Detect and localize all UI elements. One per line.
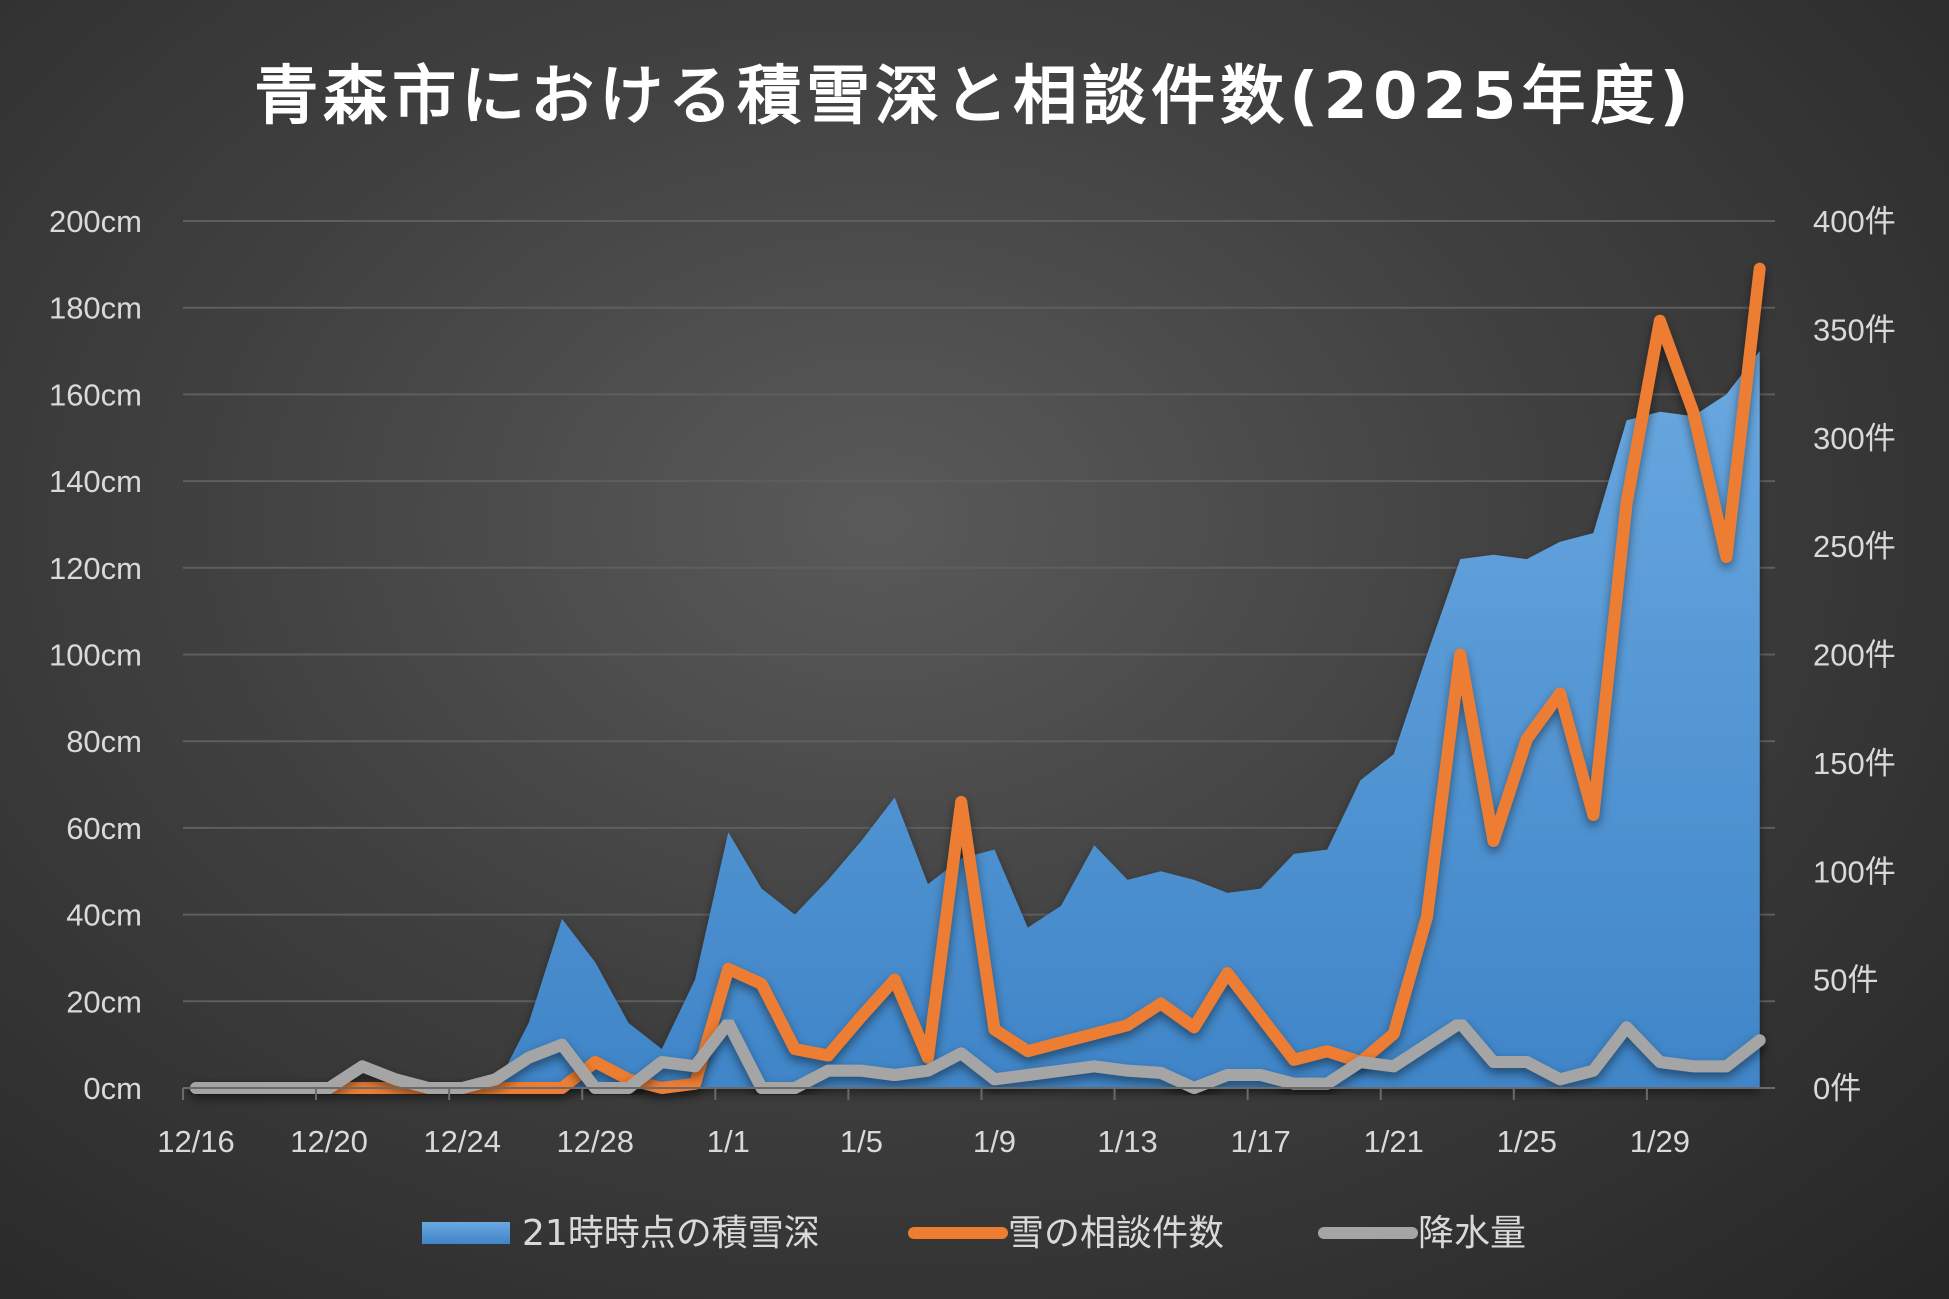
y-left-tick-label: 60cm (66, 811, 142, 846)
y-left-tick-label: 100cm (49, 638, 142, 673)
y-right-tick-label: 200件 (1813, 638, 1896, 673)
y-left-tick-label: 180cm (49, 291, 142, 326)
y-left-tick-label: 200cm (49, 204, 142, 239)
x-tick-label: 1/5 (840, 1124, 883, 1159)
x-tick-label: 1/13 (1097, 1124, 1157, 1159)
y-left-tick-label: 140cm (49, 464, 142, 499)
y-right-tick-label: 50件 (1813, 963, 1878, 998)
y-left-tick-label: 120cm (49, 551, 142, 586)
area-series-snow-depth (196, 351, 1760, 1088)
y-right-tick-label: 350件 (1813, 312, 1896, 347)
x-tick-label: 1/9 (973, 1124, 1016, 1159)
x-tick-label: 12/28 (556, 1124, 634, 1159)
legend-label: 降水量 (1418, 1213, 1526, 1254)
legend: 21時時点の積雪深 雪の相談件数 降水量 (422, 1213, 1526, 1254)
x-tick-label: 12/20 (290, 1124, 368, 1159)
x-tick-label: 1/17 (1230, 1124, 1290, 1159)
y-right-tick-label: 100件 (1813, 854, 1896, 889)
y-left-tick-label: 40cm (66, 898, 142, 933)
x-tick-label: 12/24 (423, 1124, 501, 1159)
legend-label: 21時時点の積雪深 (522, 1213, 820, 1254)
y-right-tick-label: 250件 (1813, 529, 1896, 564)
y-right-tick-label: 0件 (1813, 1071, 1861, 1106)
y-right-tick-label: 300件 (1813, 421, 1896, 456)
y-right-tick-label: 400件 (1813, 204, 1896, 239)
legend-swatch-area (422, 1222, 510, 1244)
x-tick-label: 1/21 (1364, 1124, 1424, 1159)
y-left-tick-label: 160cm (49, 377, 142, 412)
x-tick-label: 1/25 (1497, 1124, 1557, 1159)
y-right-tick-label: 150件 (1813, 746, 1896, 781)
y-left-tick-label: 0cm (83, 1071, 142, 1106)
y-left-tick-label: 20cm (66, 984, 142, 1019)
y-left-tick-label: 80cm (66, 724, 142, 759)
legend-label: 雪の相談件数 (1008, 1213, 1224, 1254)
chart-title: 青森市における積雪深と相談件数(2025年度) (254, 60, 1694, 134)
x-tick-label: 1/1 (707, 1124, 750, 1159)
x-tick-label: 1/29 (1630, 1124, 1690, 1159)
x-tick-label: 12/16 (157, 1124, 235, 1159)
